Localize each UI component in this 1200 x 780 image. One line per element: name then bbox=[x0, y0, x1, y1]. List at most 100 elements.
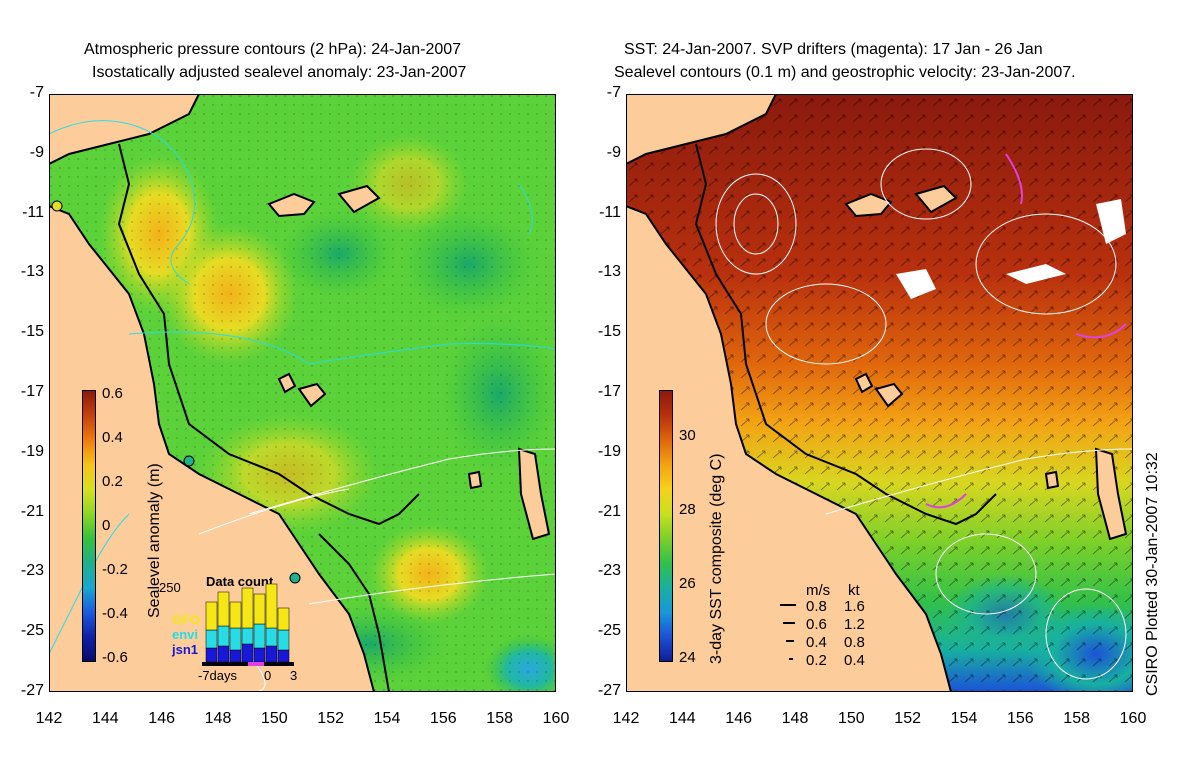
right-lat-tick--17: -17 bbox=[597, 383, 621, 400]
data-count-bar-2-envi bbox=[229, 627, 242, 651]
right-lon-tick-158: 158 bbox=[1063, 710, 1090, 727]
sst-colorbar-label: 3-day SST composite (deg C) bbox=[708, 453, 725, 664]
left-title-line2: Isostatically adjusted sealevel anomaly:… bbox=[92, 64, 467, 81]
sst-colorbar-tick-24: 24 bbox=[679, 649, 696, 666]
velocity-legend-kt-value: 0.4 bbox=[844, 652, 865, 669]
left-lat-tick--21: -21 bbox=[20, 502, 44, 520]
left-lat-tick--11: -11 bbox=[22, 203, 44, 221]
sealevel-colorbar bbox=[82, 390, 96, 662]
left-lat-tick--23: -23 bbox=[20, 562, 44, 580]
left-lat-tick--17: -17 bbox=[20, 383, 44, 400]
data-count-bar-3-jsn1 bbox=[241, 643, 254, 663]
sst-colorbar-tick-28: 28 bbox=[679, 501, 696, 519]
sst-colorbar-tick-30: 30 bbox=[679, 427, 696, 445]
right-lat-tick--23: -23 bbox=[597, 562, 621, 580]
left-lat-tick--9: -9 bbox=[29, 143, 44, 161]
data-count-title: Data count bbox=[206, 574, 274, 589]
mission-jsn1-label: jsn1 bbox=[172, 642, 199, 657]
velocity-legend-ms-value: 0.2 bbox=[806, 652, 827, 669]
data-count-bar-2-jsn1 bbox=[229, 649, 242, 663]
right-lat-tick--13: -13 bbox=[597, 263, 621, 281]
velocity-arrow-icon bbox=[786, 640, 794, 642]
left-lon-tick-144: 144 bbox=[91, 710, 119, 727]
sealevel-colorbar-gradient bbox=[83, 391, 95, 661]
data-count-bar-4-GFO bbox=[253, 593, 266, 625]
right-title-line2: Sealevel contours (0.1 m) and geostrophi… bbox=[614, 64, 1076, 81]
data-count-bar-5-envi bbox=[265, 627, 278, 647]
sst-colorbar-tick-26: 26 bbox=[679, 575, 696, 593]
left-lon-tick-148: 148 bbox=[204, 710, 232, 727]
data-count-bar-6-envi bbox=[277, 629, 290, 651]
right-lon-tick-150: 150 bbox=[837, 710, 865, 727]
sealevel-colorbar-tick-0.2: 0.2 bbox=[102, 473, 123, 490]
velocity-arrow-icon bbox=[783, 622, 795, 624]
data-count-bar-1-GFO bbox=[217, 591, 230, 627]
right-lon-tick-148: 148 bbox=[781, 710, 809, 727]
mission-gfo-label: GFO bbox=[172, 612, 201, 627]
velocity-arrow-icon bbox=[789, 658, 793, 660]
velocity-legend-kt-value: 1.6 bbox=[844, 598, 865, 615]
right-lat-tick--21: -21 bbox=[597, 502, 621, 520]
velocity-legend-kt-value: 1.2 bbox=[844, 616, 865, 633]
data-count-ymax: 250 bbox=[159, 580, 181, 595]
data-count-bar-0-GFO bbox=[205, 601, 218, 631]
sst-map bbox=[626, 94, 1133, 692]
data-count-bar-3-envi bbox=[241, 627, 254, 645]
left-lon-tick-156: 156 bbox=[429, 710, 457, 727]
sealevel-colorbar-tick--0.4: -0.4 bbox=[102, 605, 128, 622]
left-lat-tick--27: -27 bbox=[20, 682, 44, 699]
right-lat-tick--9: -9 bbox=[606, 143, 621, 161]
sst-colorbar-gradient bbox=[660, 391, 672, 661]
velocity-legend-kt-value: 0.8 bbox=[844, 634, 865, 651]
sealevel-anomaly-map bbox=[49, 94, 556, 692]
data-count-x-start: -7days bbox=[198, 668, 238, 683]
data-count-bar-6-GFO bbox=[277, 607, 290, 631]
right-lat-tick--7: -7 bbox=[606, 84, 621, 101]
left-lat-tick--7: -7 bbox=[29, 84, 44, 101]
left-lat-tick--15: -15 bbox=[20, 323, 44, 341]
left-lon-tick-146: 146 bbox=[148, 710, 175, 727]
mission-envi-label: envi bbox=[172, 627, 199, 642]
data-count-bar-5-GFO bbox=[265, 583, 278, 629]
sst-map-svg bbox=[626, 94, 1133, 692]
left-lon-tick-152: 152 bbox=[317, 710, 344, 727]
right-lat-tick--15: -15 bbox=[597, 323, 621, 341]
left-lon-tick-154: 154 bbox=[373, 710, 401, 727]
data-count-chart bbox=[202, 583, 294, 666]
left-lat-tick--25: -25 bbox=[20, 622, 44, 640]
sst-colorbar bbox=[659, 390, 673, 662]
right-lon-tick-152: 152 bbox=[894, 710, 921, 727]
left-lon-tick-142: 142 bbox=[35, 710, 63, 727]
data-count-bar-4-envi bbox=[253, 623, 266, 649]
sealevel-colorbar-tick-0.4: 0.4 bbox=[102, 429, 123, 446]
right-lon-tick-154: 154 bbox=[950, 710, 978, 727]
sealevel-colorbar-tick-0.6: 0.6 bbox=[102, 385, 123, 402]
credit-text: CSIRO Plotted 30-Jan-2007 10:32 bbox=[1144, 452, 1161, 696]
data-count-x-zero: 0 bbox=[264, 668, 272, 683]
left-lat-tick--19: -19 bbox=[20, 442, 44, 460]
sealevel-colorbar-tick--0.6: -0.6 bbox=[102, 649, 128, 666]
sealevel-colorbar-tick-0: 0 bbox=[102, 517, 111, 534]
left-lon-tick-158: 158 bbox=[486, 710, 513, 727]
right-lon-tick-144: 144 bbox=[668, 710, 696, 727]
right-lat-tick--19: -19 bbox=[597, 442, 621, 460]
left-lat-tick--13: -13 bbox=[20, 263, 44, 281]
velocity-arrow-icon bbox=[780, 604, 796, 606]
right-lat-tick--11: -11 bbox=[599, 203, 621, 221]
data-count-x-end: 3 bbox=[290, 668, 298, 683]
right-lon-tick-146: 146 bbox=[725, 710, 752, 727]
data-count-bar-2-GFO bbox=[229, 601, 242, 629]
left-lon-tick-150: 150 bbox=[260, 710, 288, 727]
data-count-bar-3-GFO bbox=[241, 587, 254, 629]
right-lat-tick--25: -25 bbox=[597, 622, 621, 640]
left-title-line1: Atmospheric pressure contours (2 hPa): 2… bbox=[84, 41, 462, 58]
velocity-legend-ms-header: m/s bbox=[806, 582, 831, 599]
data-count-bar-0-envi bbox=[205, 629, 218, 649]
data-count-bar-5-jsn1 bbox=[265, 645, 278, 663]
sealevel-anomaly-map-svg bbox=[49, 94, 556, 692]
data-count-bar-1-envi bbox=[217, 625, 230, 647]
velocity-legend-ms-value: 0.4 bbox=[806, 634, 827, 651]
velocity-legend-kt-header: kt bbox=[848, 582, 860, 599]
data-count-bar-4-jsn1 bbox=[253, 647, 266, 663]
data-count-bar-0-jsn1 bbox=[205, 647, 218, 663]
